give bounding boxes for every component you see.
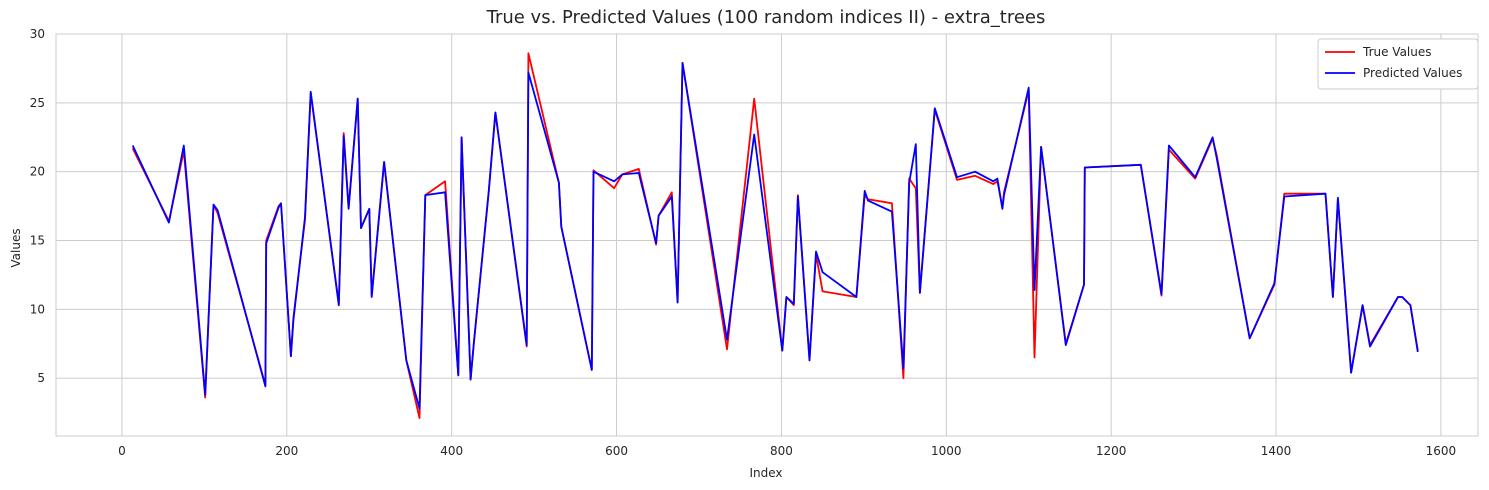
x-tick-label: 1400	[1261, 444, 1292, 458]
series-line-predicted-values	[131, 62, 1419, 410]
y-tick-label: 20	[30, 165, 45, 179]
chart-title: True vs. Predicted Values (100 random in…	[486, 7, 1046, 28]
series-line-true-values	[131, 52, 1419, 420]
x-axis-title: Index	[749, 466, 782, 480]
y-axis-title: Values	[9, 228, 23, 267]
x-tick-label: 1600	[1426, 444, 1457, 458]
plot-frame	[55, 33, 1479, 437]
x-tick-label: 600	[605, 444, 628, 458]
legend-label-predicted: Predicted Values	[1363, 66, 1462, 80]
y-tick-label: 30	[30, 27, 45, 41]
legend-label-true: True Values	[1362, 45, 1432, 59]
x-axis-ticks: 0 200 400 600 800 1000 1200 1400 1600	[118, 444, 1456, 458]
grid-lines	[56, 33, 1478, 436]
y-tick-label: 25	[30, 96, 45, 110]
x-tick-label: 0	[118, 444, 126, 458]
x-tick-label: 1200	[1096, 444, 1127, 458]
y-axis-ticks: 5 10 15 20 25 30	[30, 27, 45, 385]
y-tick-label: 15	[30, 234, 45, 248]
x-tick-label: 800	[770, 444, 793, 458]
y-tick-label: 5	[37, 371, 45, 385]
legend: True Values Predicted Values	[1317, 38, 1479, 90]
x-tick-label: 200	[275, 444, 298, 458]
series-lines	[131, 52, 1419, 420]
x-tick-label: 1000	[931, 444, 962, 458]
legend-box	[1317, 38, 1479, 90]
y-tick-label: 10	[30, 302, 45, 316]
x-tick-label: 400	[440, 444, 463, 458]
